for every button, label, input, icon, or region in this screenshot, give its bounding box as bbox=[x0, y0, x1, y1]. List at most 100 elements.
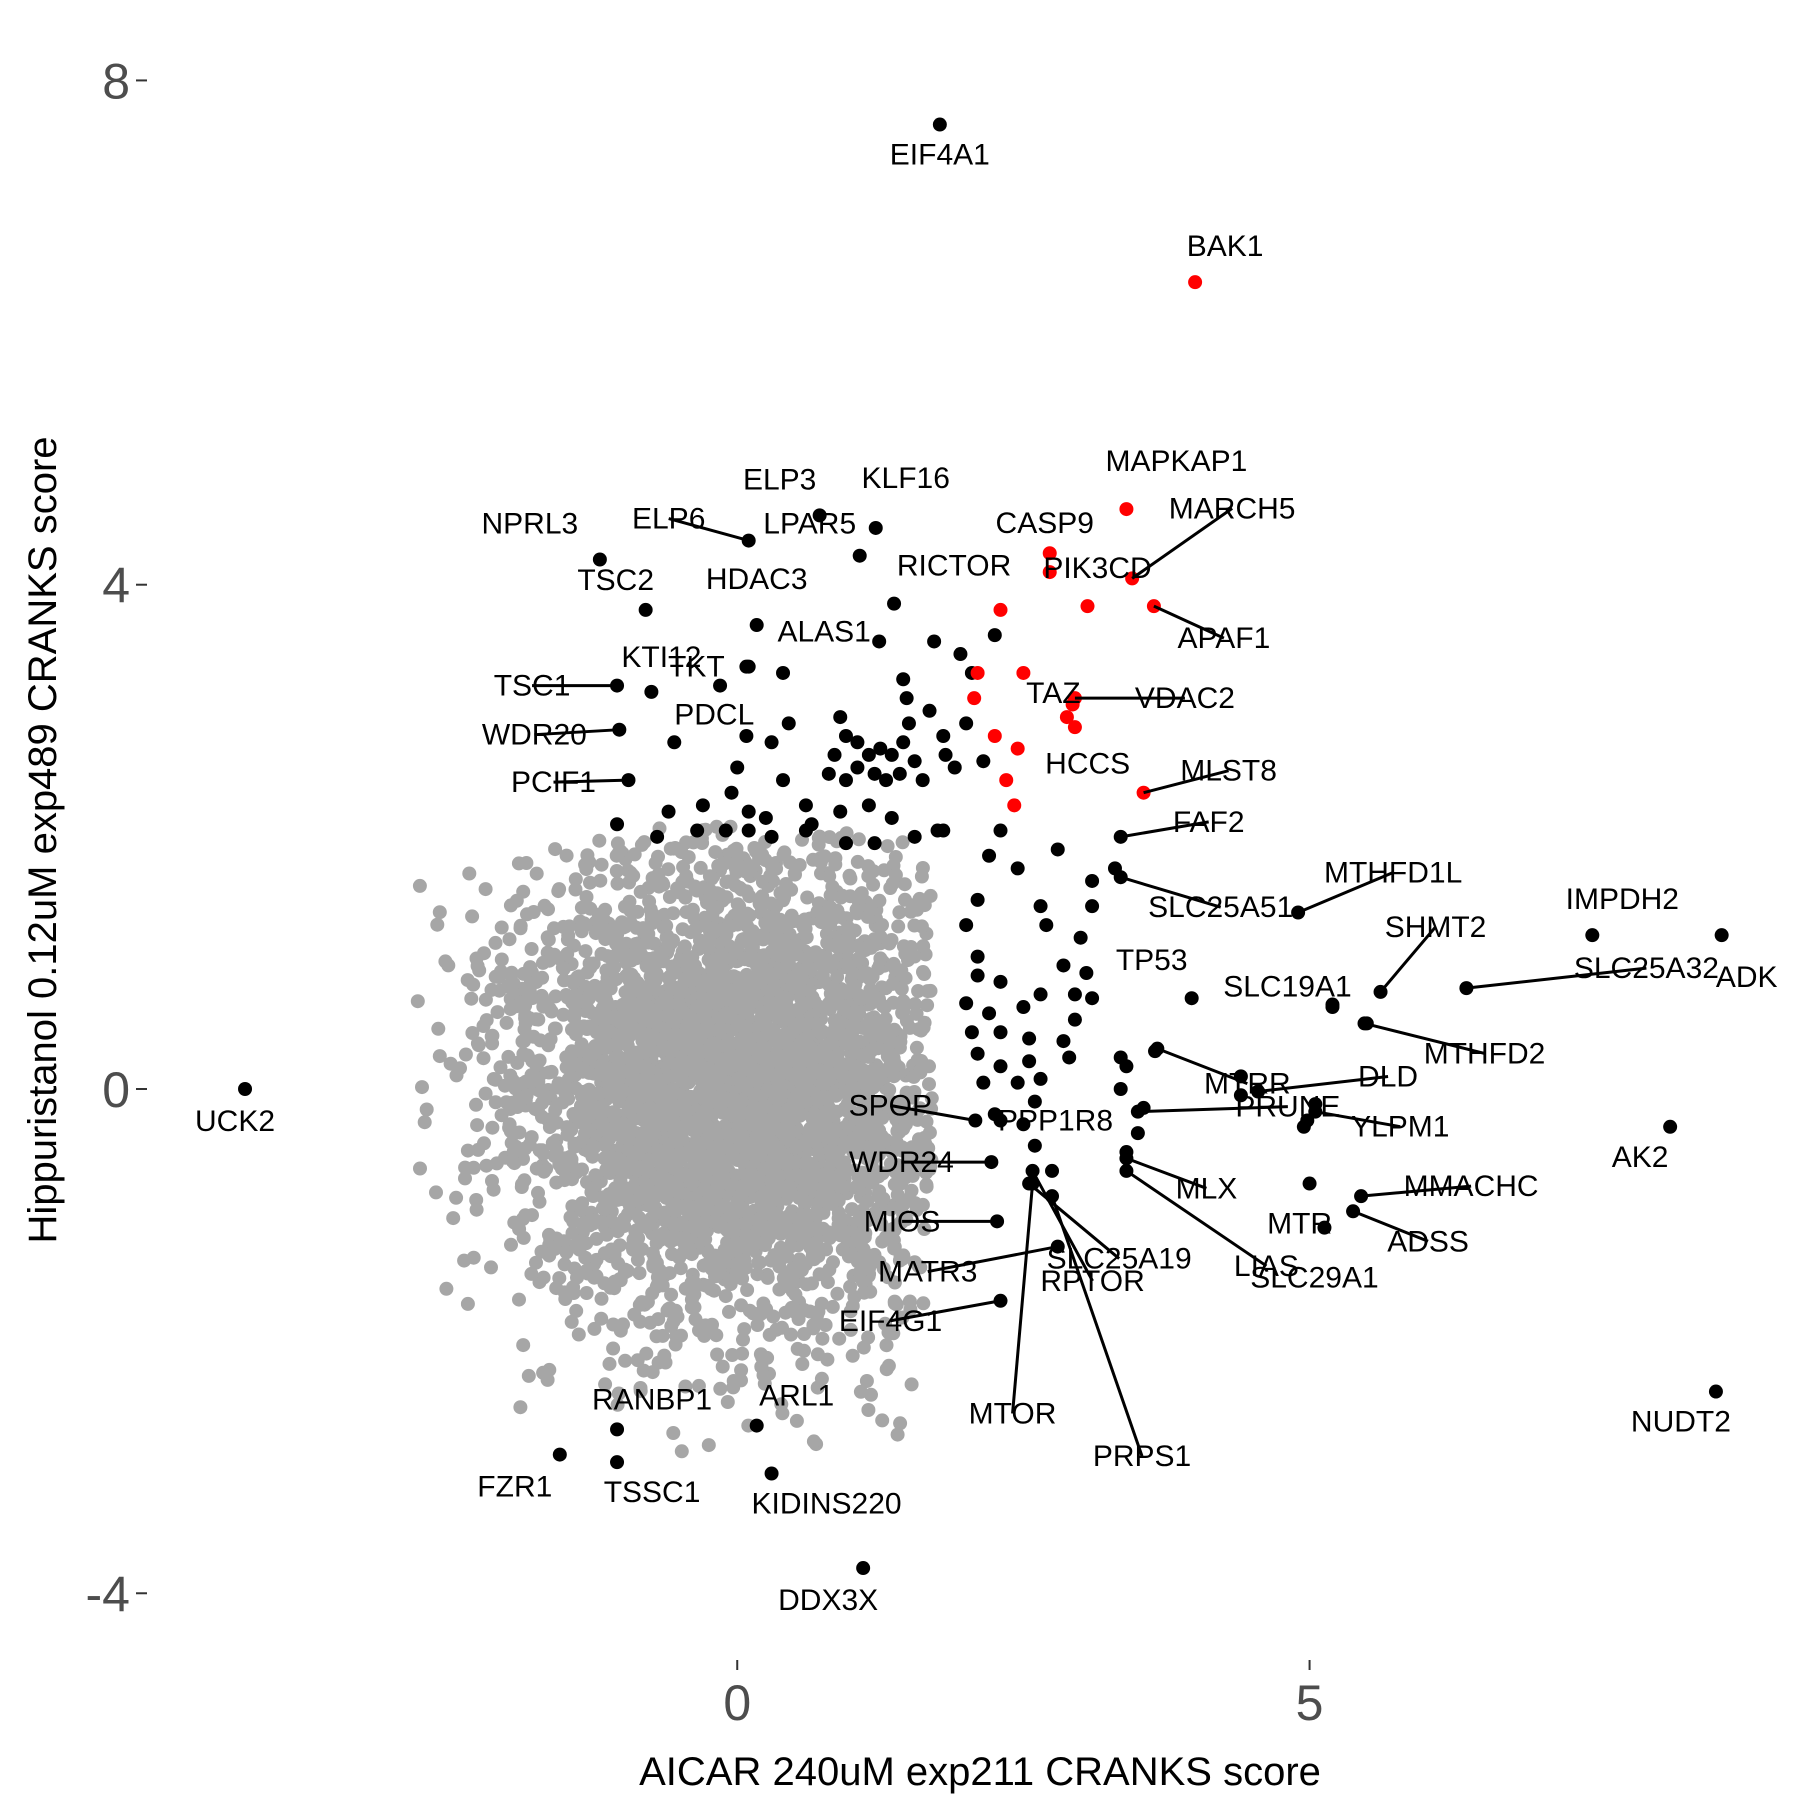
hit-point bbox=[970, 1046, 985, 1061]
background-point bbox=[737, 1322, 752, 1337]
hit-point bbox=[953, 647, 968, 662]
background-point bbox=[909, 1040, 924, 1055]
background-point bbox=[701, 1119, 716, 1134]
background-point bbox=[806, 852, 821, 867]
gene-label-kti12: KTI12 bbox=[621, 641, 701, 674]
red-point bbox=[1042, 565, 1057, 580]
background-point bbox=[845, 1299, 860, 1313]
background-point bbox=[762, 1327, 777, 1342]
leader-line bbox=[1137, 1105, 1288, 1114]
gene-label-slc25a19: SLC25A19 bbox=[1047, 1243, 1192, 1276]
background-point bbox=[737, 1234, 752, 1249]
background-point bbox=[922, 1125, 937, 1140]
point-casp9 bbox=[1042, 546, 1057, 561]
background-point bbox=[630, 1353, 645, 1368]
background-point bbox=[524, 942, 539, 956]
background-point bbox=[789, 1168, 804, 1183]
leader-line bbox=[1364, 1021, 1485, 1055]
background-point bbox=[515, 1034, 530, 1049]
background-point bbox=[826, 1132, 840, 1147]
background-point bbox=[795, 1357, 810, 1371]
background-point bbox=[897, 877, 912, 892]
background-point bbox=[610, 1151, 625, 1166]
background-point bbox=[676, 1234, 691, 1249]
hit-point bbox=[741, 823, 756, 838]
gene-label-ak2: AK2 bbox=[1612, 1141, 1669, 1174]
hit-point bbox=[838, 773, 853, 788]
background-point bbox=[838, 1213, 853, 1228]
background-point bbox=[738, 1181, 753, 1196]
gene-label-casp9: CASP9 bbox=[996, 507, 1094, 540]
hit-point bbox=[1027, 1138, 1042, 1153]
hit-point bbox=[959, 918, 974, 933]
gene-label-slc19a1: SLC19A1 bbox=[1223, 971, 1351, 1004]
background-point bbox=[661, 997, 676, 1012]
background-point bbox=[855, 1274, 870, 1289]
background-point bbox=[642, 977, 657, 992]
y-tick-label: 8 bbox=[102, 53, 130, 109]
background-point bbox=[477, 946, 491, 961]
background-point bbox=[533, 1033, 548, 1048]
background-point bbox=[485, 1120, 500, 1135]
hit-point bbox=[1067, 1012, 1082, 1027]
background-point bbox=[565, 1199, 580, 1214]
background-point bbox=[825, 1196, 840, 1211]
hit-point bbox=[884, 747, 899, 762]
gene-label-alas1: ALAS1 bbox=[777, 615, 870, 648]
background-point bbox=[542, 1227, 556, 1242]
background-point bbox=[731, 1035, 746, 1049]
leader-line bbox=[1050, 1195, 1144, 1457]
hit-point bbox=[741, 804, 756, 819]
leader-line bbox=[890, 1299, 1001, 1323]
hit-point bbox=[1050, 842, 1065, 857]
background-point bbox=[842, 868, 857, 883]
background-point bbox=[627, 847, 642, 862]
background-point bbox=[742, 1212, 757, 1227]
background-point bbox=[494, 920, 509, 935]
background-point bbox=[826, 980, 841, 995]
background-point bbox=[566, 1286, 581, 1300]
background-point bbox=[727, 1108, 742, 1123]
background-point bbox=[612, 1272, 627, 1287]
point-bak1 bbox=[1188, 275, 1203, 290]
background-point bbox=[692, 1198, 707, 1213]
background-point bbox=[466, 977, 481, 992]
gene-label-mtor: MTOR bbox=[969, 1398, 1057, 1431]
background-point bbox=[535, 1109, 549, 1124]
background-point bbox=[905, 1090, 920, 1105]
background-point bbox=[722, 1304, 736, 1319]
background-point bbox=[848, 1046, 863, 1060]
background-point bbox=[626, 1232, 641, 1247]
background-point bbox=[811, 830, 826, 845]
hit-point bbox=[661, 804, 676, 819]
gene-label-lpar5: LPAR5 bbox=[763, 508, 856, 541]
hit-point bbox=[867, 766, 882, 781]
background-point bbox=[594, 1061, 609, 1076]
background-point bbox=[610, 876, 625, 891]
background-point bbox=[568, 882, 583, 897]
background-point bbox=[661, 862, 676, 877]
background-point bbox=[868, 1207, 883, 1222]
background-point bbox=[577, 1110, 592, 1125]
background-point bbox=[734, 1298, 749, 1313]
background-point bbox=[891, 919, 906, 934]
y-axis-title: Hippuristanol 0.12uM exp489 CRANKS score bbox=[21, 436, 65, 1243]
background-point bbox=[457, 1253, 472, 1268]
background-point bbox=[671, 1057, 686, 1072]
point-impdh2 bbox=[1585, 928, 1600, 943]
background-point bbox=[788, 1156, 803, 1171]
background-point bbox=[904, 1377, 919, 1392]
background-point bbox=[618, 1353, 633, 1368]
background-point bbox=[609, 848, 624, 863]
background-point bbox=[775, 1320, 789, 1335]
background-point bbox=[484, 1260, 498, 1275]
background-point bbox=[795, 1230, 810, 1245]
background-point bbox=[896, 994, 911, 1009]
background-point bbox=[458, 1047, 473, 1062]
gene-label-tssc1: TSSC1 bbox=[604, 1476, 701, 1509]
background-point bbox=[643, 1315, 658, 1330]
leader-line bbox=[1011, 1183, 1035, 1414]
background-point bbox=[507, 1156, 522, 1171]
background-point bbox=[696, 1225, 711, 1240]
background-point bbox=[821, 1037, 836, 1052]
